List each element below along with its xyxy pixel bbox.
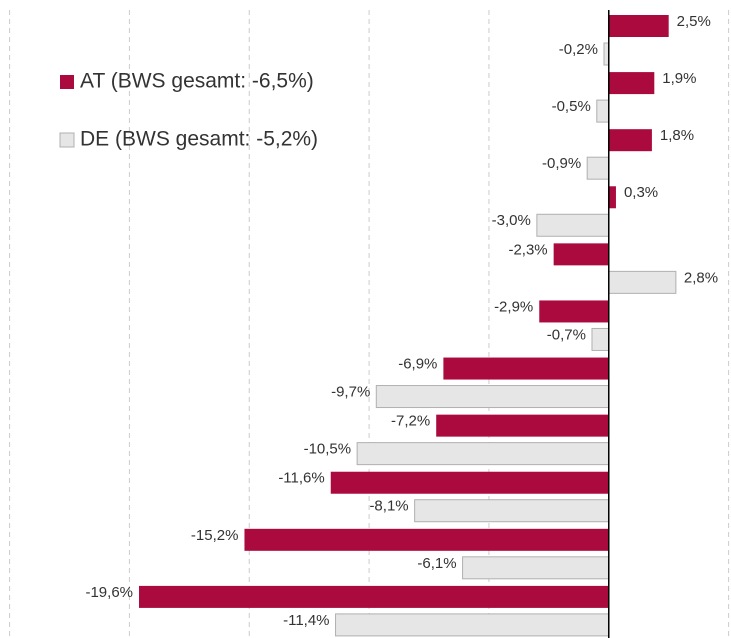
bar: [436, 414, 609, 437]
bar: [591, 327, 610, 351]
data-label: -8,1%: [369, 498, 408, 515]
bar: [608, 270, 677, 294]
data-label: 1,8%: [660, 127, 694, 144]
data-label: -7,2%: [391, 413, 430, 430]
bar: [608, 72, 655, 95]
legend-text: AT (BWS gesamt: -6,5%): [80, 70, 314, 93]
bar: [586, 156, 610, 180]
data-label: -9,7%: [331, 384, 370, 401]
data-label: -0,2%: [559, 41, 598, 58]
data-label: -6,1%: [417, 555, 456, 572]
bar: [335, 613, 610, 637]
bar: [462, 556, 610, 580]
data-label: -0,9%: [542, 155, 581, 172]
bar: [608, 186, 616, 209]
bar: [608, 129, 652, 152]
data-label: -2,3%: [508, 241, 547, 258]
bar: [553, 243, 609, 266]
bar: [244, 528, 609, 551]
data-label: -0,5%: [552, 98, 591, 115]
bar: [608, 15, 669, 37]
bar: [375, 385, 610, 409]
data-label: -6,9%: [398, 356, 437, 373]
bar: [539, 300, 609, 323]
data-label: -11,6%: [278, 470, 324, 487]
data-label: -15,2%: [191, 527, 239, 544]
data-label: -11,4%: [283, 612, 329, 629]
data-label: 2,5%: [677, 13, 711, 30]
data-label: -2,9%: [494, 298, 533, 315]
bar: [536, 213, 610, 237]
legend-text: DE (BWS gesamt: -5,2%): [80, 128, 318, 151]
data-label: -0,7%: [547, 326, 586, 343]
data-label: -19,6%: [85, 584, 133, 601]
legend-swatch: [59, 132, 75, 148]
bar: [139, 585, 609, 608]
bar: [443, 357, 609, 380]
bar: [596, 99, 610, 123]
data-label: 1,9%: [662, 70, 696, 87]
data-label: -10,5%: [304, 441, 352, 458]
data-label: 2,8%: [684, 269, 718, 286]
data-label: -3,0%: [492, 212, 531, 229]
bar: [414, 499, 610, 523]
legend-swatch: [60, 75, 74, 89]
bar: [356, 442, 610, 466]
bar: [330, 471, 609, 494]
data-label: 0,3%: [624, 184, 658, 201]
